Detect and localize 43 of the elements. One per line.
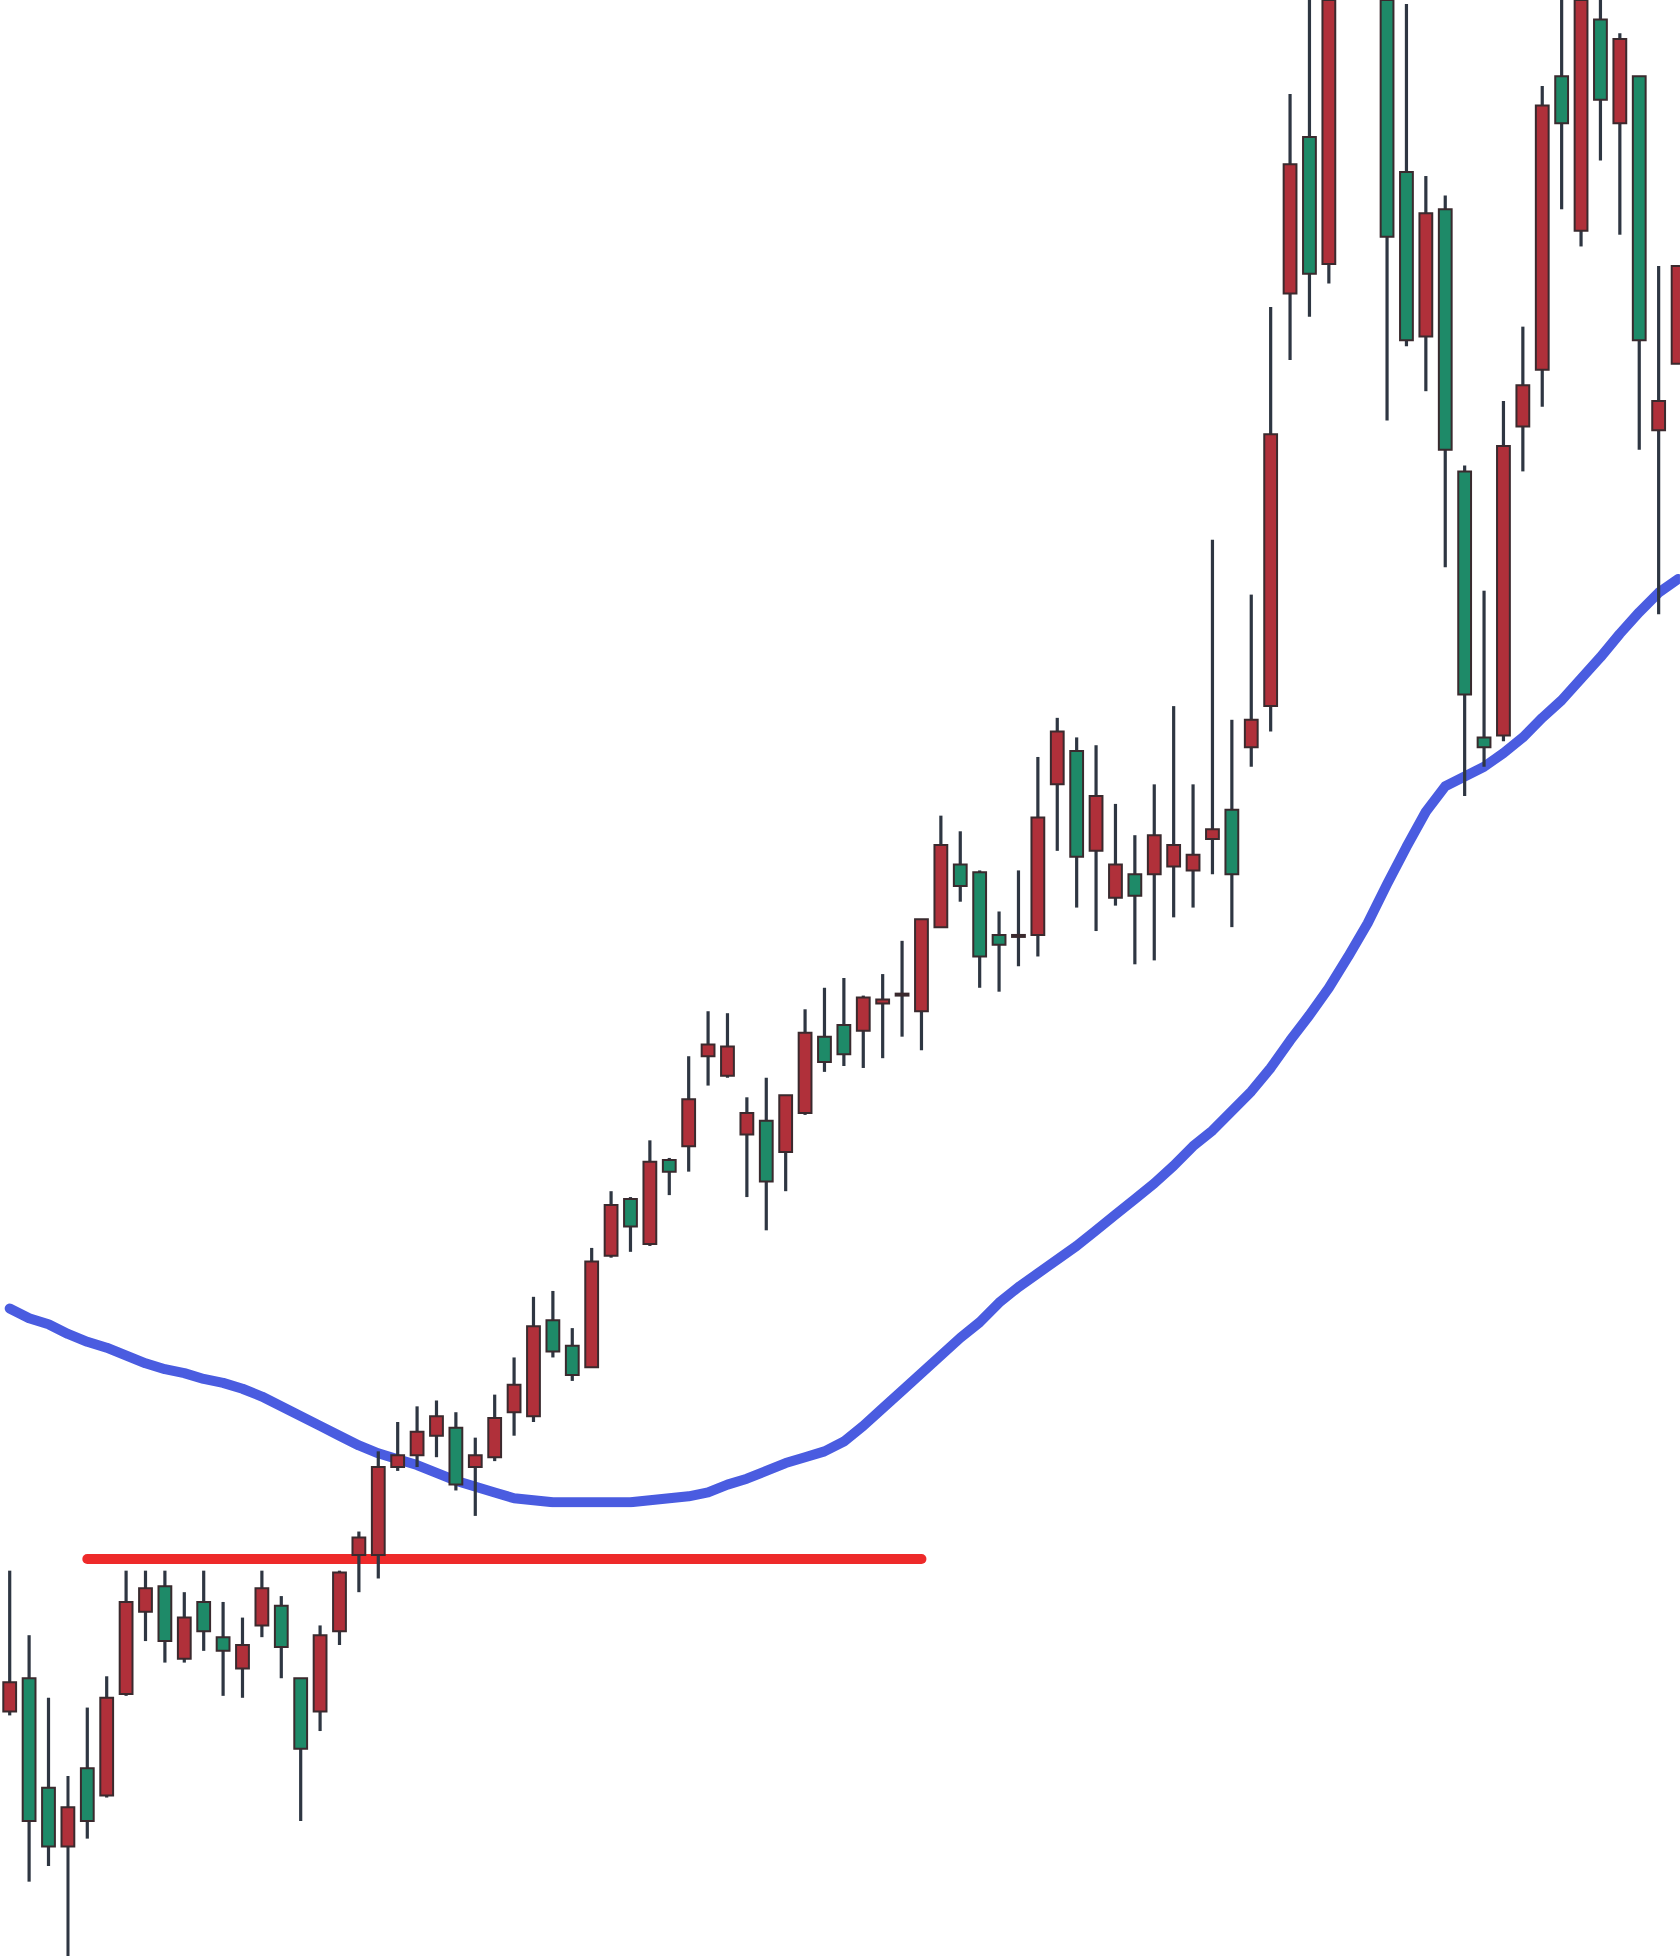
candlestick bbox=[351, 1529, 367, 1594]
candlestick bbox=[1515, 325, 1531, 473]
candlestick bbox=[700, 1009, 716, 1088]
candlestick bbox=[661, 1156, 677, 1197]
candlestick bbox=[836, 976, 852, 1068]
candlestick bbox=[506, 1355, 522, 1438]
candlestick bbox=[487, 1393, 503, 1463]
candlestick bbox=[991, 909, 1007, 994]
candlestick bbox=[1011, 868, 1026, 968]
candlestick bbox=[1146, 782, 1162, 962]
candlestick bbox=[739, 1095, 755, 1199]
candlestick bbox=[1166, 704, 1182, 919]
candlestick bbox=[1205, 538, 1220, 876]
candlestick bbox=[720, 1011, 735, 1080]
candlestick bbox=[1476, 589, 1492, 769]
candlestick bbox=[564, 1326, 580, 1383]
candlestick bbox=[409, 1404, 425, 1469]
candlestick bbox=[60, 1774, 76, 1956]
candlestick bbox=[429, 1398, 444, 1459]
candlestick bbox=[2, 1569, 18, 1717]
candlestick bbox=[196, 1569, 212, 1653]
candlestick bbox=[176, 1590, 192, 1665]
candlestick bbox=[817, 986, 832, 1074]
candlestick bbox=[623, 1195, 638, 1254]
candlestick bbox=[1243, 593, 1259, 769]
candlestick bbox=[467, 1436, 483, 1518]
candlestick bbox=[1554, 0, 1570, 211]
candlestick bbox=[855, 994, 871, 1070]
candlestick bbox=[138, 1569, 153, 1643]
candlestick bbox=[1127, 833, 1143, 966]
candlestick bbox=[952, 829, 968, 904]
candlestick bbox=[894, 939, 910, 1039]
candlestick bbox=[1651, 264, 1667, 616]
candlestick bbox=[681, 1054, 697, 1174]
candlestick bbox=[1185, 782, 1201, 910]
candlestick bbox=[1108, 802, 1123, 908]
candlestick bbox=[254, 1569, 270, 1639]
candlestick bbox=[215, 1600, 231, 1698]
candlestick bbox=[545, 1289, 561, 1360]
candlestick bbox=[273, 1594, 289, 1680]
candlestick bbox=[390, 1420, 406, 1473]
candlestick bbox=[875, 972, 891, 1060]
candlestick bbox=[235, 1616, 250, 1700]
